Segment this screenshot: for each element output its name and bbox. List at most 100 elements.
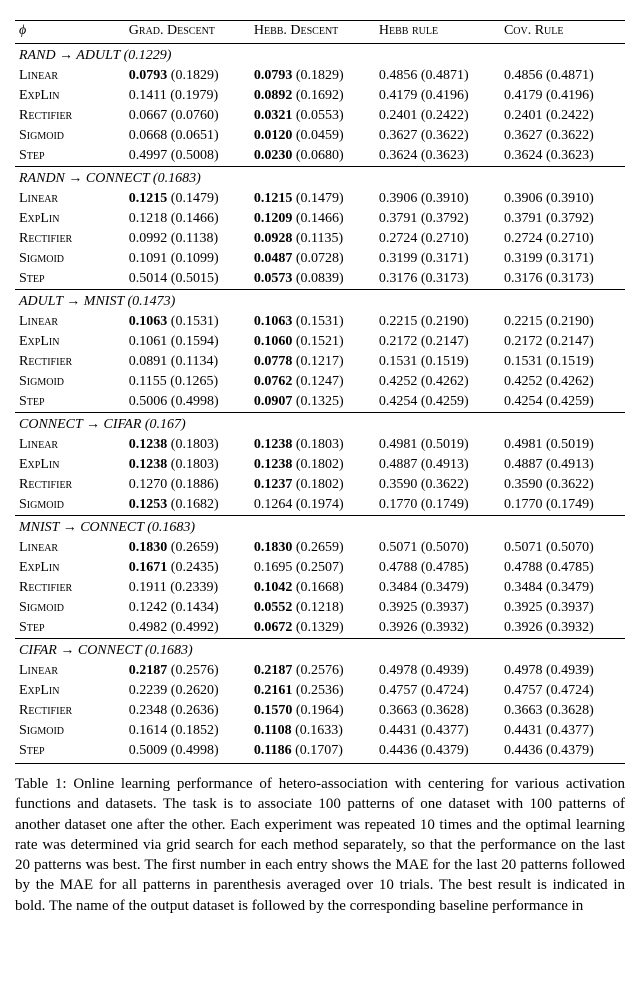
value-paren: (0.5019)	[542, 437, 593, 452]
value-cell: 0.1671 (0.2435)	[125, 558, 250, 578]
value-cell: 0.0928 (0.1135)	[250, 229, 375, 249]
value-paren: (0.1325)	[292, 394, 343, 409]
value-paren: (0.1633)	[292, 723, 343, 738]
value-cell: 0.3627 (0.3622)	[500, 126, 625, 146]
value-cell: 0.3906 (0.3910)	[375, 189, 500, 209]
value-cell: 0.1531 (0.1519)	[375, 352, 500, 372]
value-cell: 0.1108 (0.1633)	[250, 721, 375, 741]
value-main: 0.1215	[129, 191, 168, 206]
value-cell: 0.2401 (0.2422)	[375, 106, 500, 126]
value-main: 0.5006	[129, 394, 168, 409]
value-cell: 0.1770 (0.1749)	[500, 495, 625, 516]
value-main: 0.0891	[129, 354, 168, 369]
phi-cell: Sigmoid	[15, 372, 125, 392]
value-cell: 0.1155 (0.1265)	[125, 372, 250, 392]
phi-cell: Rectifier	[15, 701, 125, 721]
value-main: 0.1911	[129, 580, 167, 595]
value-cell: 0.1063 (0.1531)	[250, 312, 375, 332]
value-main: 0.1215	[254, 191, 293, 206]
value-cell: 0.0892 (0.1692)	[250, 86, 375, 106]
value-paren: (0.1521)	[292, 334, 343, 349]
value-main: 0.2724	[504, 231, 543, 246]
value-paren: (0.2422)	[542, 108, 593, 123]
phi-cell: Linear	[15, 435, 125, 455]
value-paren: (0.0651)	[167, 128, 218, 143]
value-paren: (0.1329)	[292, 620, 343, 635]
value-cell: 0.4978 (0.4939)	[500, 661, 625, 681]
value-cell: 0.1238 (0.1803)	[125, 435, 250, 455]
value-paren: (0.2659)	[167, 540, 218, 555]
value-main: 0.4788	[379, 560, 418, 575]
value-main: 0.3590	[379, 477, 418, 492]
value-paren: (0.1692)	[292, 88, 343, 103]
value-main: 0.1155	[129, 374, 167, 389]
value-cell: 0.4252 (0.4262)	[500, 372, 625, 392]
value-cell: 0.0891 (0.1134)	[125, 352, 250, 372]
value-main: 0.4179	[379, 88, 418, 103]
value-paren: (0.4377)	[542, 723, 593, 738]
value-main: 0.2187	[129, 663, 168, 678]
value-paren: (0.4998)	[167, 743, 218, 758]
value-main: 0.0762	[254, 374, 293, 389]
phi-cell: Sigmoid	[15, 249, 125, 269]
value-paren: (0.1852)	[167, 723, 218, 738]
value-paren: (0.4262)	[417, 374, 468, 389]
value-cell: 0.2215 (0.2190)	[500, 312, 625, 332]
value-paren: (0.1099)	[167, 251, 218, 266]
value-cell: 0.1237 (0.1802)	[250, 475, 375, 495]
value-paren: (0.1247)	[292, 374, 343, 389]
value-paren: (0.3910)	[417, 191, 468, 206]
value-main: 0.4431	[504, 723, 543, 738]
table-row: ExpLin0.1238 (0.1803)0.1238 (0.1802)0.48…	[15, 455, 625, 475]
value-cell: 0.4757 (0.4724)	[500, 681, 625, 701]
table-row: ExpLin0.1061 (0.1594)0.1060 (0.1521)0.21…	[15, 332, 625, 352]
value-main: 0.1091	[129, 251, 168, 266]
value-paren: (0.4724)	[417, 683, 468, 698]
value-main: 0.4981	[379, 437, 418, 452]
value-cell: 0.1238 (0.1803)	[250, 435, 375, 455]
value-main: 0.2215	[504, 314, 543, 329]
value-main: 0.0793	[129, 68, 168, 83]
table-row: Sigmoid0.1155 (0.1265) 0.0762 (0.1247) 0.4…	[15, 372, 625, 392]
section-title: MNIST → CONNECT (0.1683)	[15, 516, 625, 539]
value-paren: (0.4785)	[417, 560, 468, 575]
value-cell: 0.2239 (0.2620)	[125, 681, 250, 701]
value-paren: (0.1682)	[167, 497, 218, 512]
table-row: Rectifier0.0891 (0.1134)0.0778 (0.1217)0…	[15, 352, 625, 372]
table-row: Rectifier0.2348 (0.2636)0.1570 (0.1964)0…	[15, 701, 625, 721]
value-paren: (0.4377)	[417, 723, 468, 738]
value-paren: (0.3623)	[417, 148, 468, 163]
value-main: 0.4856	[504, 68, 543, 83]
phi-cell: Rectifier	[15, 578, 125, 598]
value-paren: (0.3937)	[542, 600, 593, 615]
value-cell: 0.4431 (0.4377)	[500, 721, 625, 741]
value-main: 0.0487	[254, 251, 293, 266]
value-paren: (0.1519)	[417, 354, 468, 369]
value-main: 0.1042	[254, 580, 293, 595]
section-title: RANDN → CONNECT (0.1683)	[15, 167, 625, 190]
value-cell: 0.4856 (0.4871)	[375, 66, 500, 86]
value-cell: 0.1060 (0.1521)	[250, 332, 375, 352]
value-paren: (0.1802)	[292, 457, 343, 472]
value-main: 0.3926	[504, 620, 543, 635]
value-main: 0.5009	[129, 743, 168, 758]
value-main: 0.1695	[254, 560, 293, 575]
value-cell: 0.4981 (0.5019)	[375, 435, 500, 455]
value-main: 0.1108	[254, 723, 292, 738]
section-header-row: RAND → ADULT (0.1229)	[15, 44, 625, 67]
table-row: Step0.4982 (0.4992)0.0672 (0.1329)0.3926…	[15, 618, 625, 639]
value-cell: 0.4788 (0.4785)	[375, 558, 500, 578]
value-main: 0.4997	[129, 148, 168, 163]
value-main: 0.2187	[254, 663, 293, 678]
value-cell: 0.4887 (0.4913)	[500, 455, 625, 475]
value-paren: (0.3792)	[417, 211, 468, 226]
phi-cell: ExpLin	[15, 209, 125, 229]
value-paren: (0.3622)	[542, 128, 593, 143]
value-cell: 0.4887 (0.4913)	[375, 455, 500, 475]
value-main: 0.3906	[504, 191, 543, 206]
value-cell: 0.3199 (0.3171)	[375, 249, 500, 269]
value-main: 0.3926	[379, 620, 418, 635]
phi-cell: Sigmoid	[15, 598, 125, 618]
value-paren: (0.2576)	[292, 663, 343, 678]
section-header-row: MNIST → CONNECT (0.1683)	[15, 516, 625, 539]
